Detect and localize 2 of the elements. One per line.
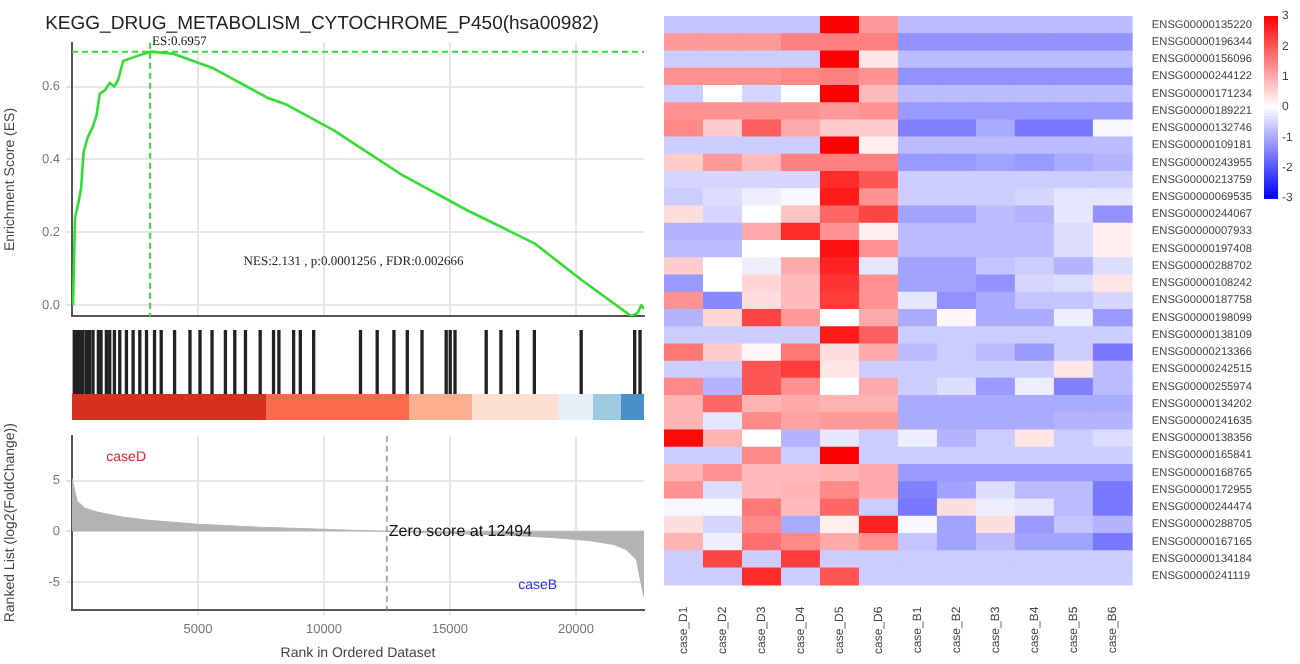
- chart-title: KEGG_DRUG_METABOLISM_CYTOCHROME_P450(hsa00982): [45, 12, 599, 35]
- annotation: Zero score at 12494: [388, 521, 534, 540]
